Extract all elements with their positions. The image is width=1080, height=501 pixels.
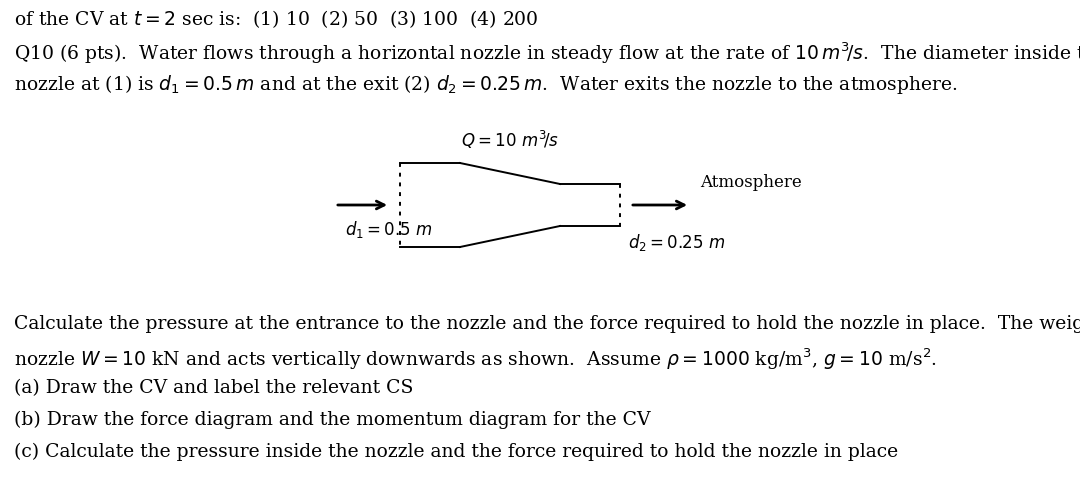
Text: (b) Draw the force diagram and the momentum diagram for the CV: (b) Draw the force diagram and the momen… — [14, 411, 650, 429]
Text: $d_1{=}0.5\ m$: $d_1{=}0.5\ m$ — [345, 219, 433, 240]
Text: Calculate the pressure at the entrance to the nozzle and the force required to h: Calculate the pressure at the entrance t… — [14, 315, 1080, 333]
Text: nozzle at (1) is $d_1 = 0.5\,m$ and at the exit (2) $d_2 = 0.25\,m$.  Water exit: nozzle at (1) is $d_1 = 0.5\,m$ and at t… — [14, 73, 958, 96]
Text: $d_2{=}0.25\ m$: $d_2{=}0.25\ m$ — [627, 232, 726, 253]
Text: $Q{=}10\ m^3\!/s$: $Q{=}10\ m^3\!/s$ — [461, 129, 559, 151]
Text: nozzle $W = 10$ kN and acts vertically downwards as shown.  Assume $\rho = 1000$: nozzle $W = 10$ kN and acts vertically d… — [14, 347, 937, 373]
Text: of the CV at $t = 2$ sec is:  (1) 10  (2) 50  (3) 100  (4) 200: of the CV at $t = 2$ sec is: (1) 10 (2) … — [14, 8, 539, 30]
Text: (c) Calculate the pressure inside the nozzle and the force required to hold the : (c) Calculate the pressure inside the no… — [14, 443, 899, 461]
Text: Q10 (6 pts).  Water flows through a horizontal nozzle in steady flow at the rate: Q10 (6 pts). Water flows through a horiz… — [14, 40, 1080, 66]
Text: Atmosphere: Atmosphere — [700, 174, 801, 191]
Text: (a) Draw the CV and label the relevant CS: (a) Draw the CV and label the relevant C… — [14, 379, 414, 397]
